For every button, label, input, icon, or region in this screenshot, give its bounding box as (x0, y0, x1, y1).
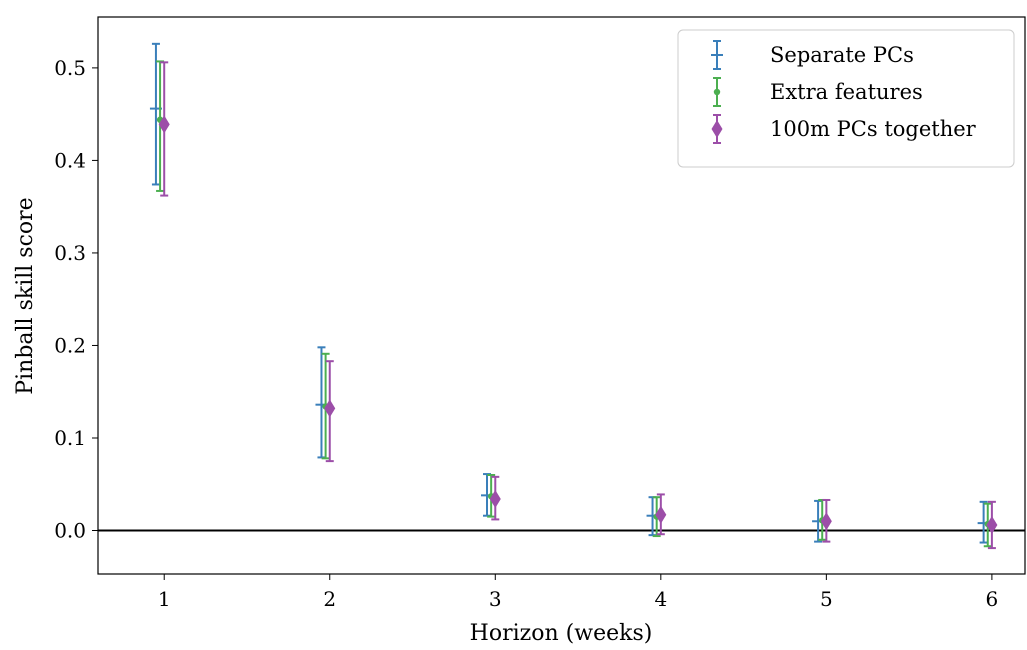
point-100m-pcs-together (986, 515, 998, 534)
x-axis-label: Horizon (weeks) (470, 621, 653, 646)
point-100m-pcs-together (820, 512, 832, 531)
y-tick-label: 0.3 (54, 241, 86, 265)
x-tick-label: 3 (489, 587, 502, 611)
axes-layer (97, 16, 1026, 575)
legend-label-extra-features: Extra features (770, 80, 923, 104)
y-tick-label: 0.0 (54, 519, 86, 543)
legend-marker-extra-features (713, 88, 721, 96)
plot-frame (97, 16, 1026, 575)
x-tick-label: 6 (986, 587, 999, 611)
point-100m-pcs-together (655, 505, 667, 524)
y-tick-label: 0.2 (54, 333, 86, 357)
x-tick-label: 5 (820, 587, 833, 611)
y-tick-label: 0.4 (54, 148, 86, 172)
legend-label-100m-pcs-together: 100m PCs together (770, 117, 977, 141)
point-100m-pcs-together (489, 490, 501, 509)
y-tick-label: 0.5 (54, 56, 86, 80)
x-tick-label: 4 (654, 587, 667, 611)
x-tick-label: 2 (323, 587, 336, 611)
y-axis-label: Pinball skill score (13, 197, 38, 394)
point-100m-pcs-together (158, 115, 170, 134)
point-100m-pcs-together (324, 399, 336, 418)
data-marks-layer (149, 42, 998, 550)
legend-label-separate-pcs: Separate PCs (770, 43, 914, 67)
legend-marker-100m-pcs-together (711, 120, 723, 138)
ticks-layer: 1 2 3 4 5 6 0.0 0.1 0.2 0.3 0.4 0.5 (54, 56, 998, 611)
x-tick-label: 1 (158, 587, 171, 611)
legend: Separate PCs Extra features 100m PCs toget… (677, 29, 1015, 168)
legend-frame (677, 29, 1015, 168)
y-tick-label: 0.1 (54, 426, 86, 450)
